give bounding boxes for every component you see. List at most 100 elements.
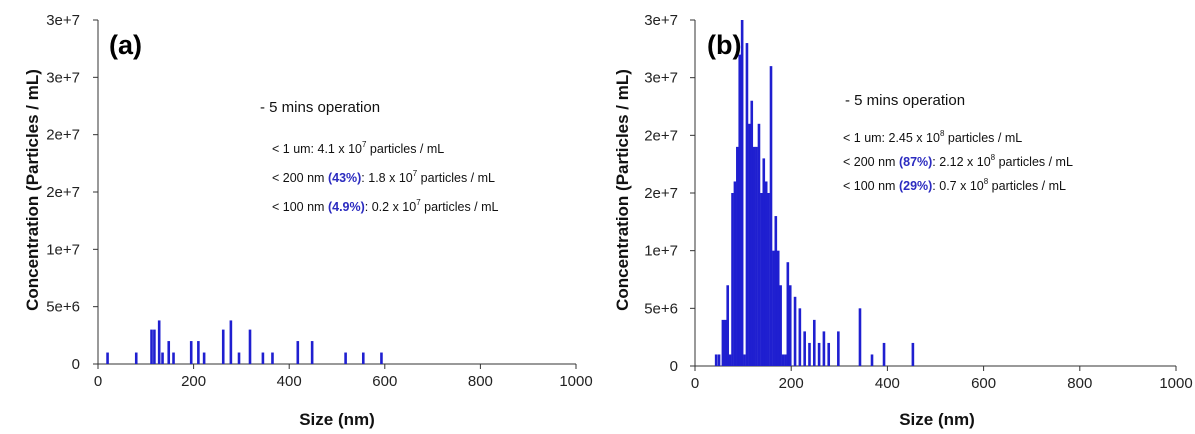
bar [784, 354, 787, 366]
bar [745, 43, 749, 366]
x-tick-label: 600 [971, 375, 996, 392]
x-tick-label: 400 [875, 375, 900, 392]
annotation-text: : 1.8 x 10 [361, 171, 412, 185]
y-tick-label: 3e+7 [644, 70, 678, 87]
bar [310, 341, 314, 364]
y-axis-title: Concentration (Particles / mL) [613, 69, 632, 311]
bar [721, 319, 725, 366]
y-tick-label: 2e+7 [46, 184, 80, 201]
annotation-text: < 200 nm [843, 155, 899, 169]
bar [822, 331, 826, 366]
y-axis-title: Concentration (Particles / mL) [23, 69, 42, 311]
annotation-line: < 1 um: 4.1 x 107 particles / mL [272, 140, 444, 156]
x-tick-label: 800 [1067, 375, 1092, 392]
bar [798, 308, 802, 366]
bar [733, 181, 737, 366]
bar [837, 331, 840, 366]
bar [779, 285, 782, 366]
bar [882, 342, 886, 366]
bar [197, 341, 200, 364]
bar [808, 342, 811, 366]
bar [361, 352, 365, 364]
y-tick-label: 3e+7 [46, 69, 80, 86]
bar [755, 146, 758, 366]
bar [296, 341, 300, 364]
bar [767, 193, 770, 366]
bar [757, 123, 761, 366]
panel-b: Concentration (Particles / mL) Size (nm)… [613, 12, 1193, 429]
bar [769, 66, 773, 366]
bar [134, 352, 138, 364]
annotation-exponent: 7 [413, 169, 418, 178]
bar [724, 319, 727, 366]
annotation-line: < 100 nm (29%): 0.7 x 108 particles / mL [843, 177, 1066, 193]
annotation-percent: (29%) [899, 179, 932, 193]
y-tick-label: 1e+7 [46, 241, 80, 258]
bar [189, 341, 193, 364]
bar [248, 329, 252, 364]
annotation-lines: < 1 um: 2.45 x 108 particles / mL < 200 n… [843, 129, 1073, 193]
bar [911, 342, 915, 366]
annotation-text: particles / mL [944, 131, 1022, 145]
annotation-text: < 200 nm [272, 171, 328, 185]
bar [803, 331, 806, 366]
bar [344, 352, 347, 364]
annotation-line: < 100 nm (4.9%): 0.2 x 107 particles / m… [272, 198, 499, 214]
y-tick-label: 0 [670, 358, 678, 375]
bar [237, 352, 241, 364]
annotation-text: < 1 um: 4.1 x 10 [272, 142, 362, 156]
bar [812, 319, 816, 366]
annotation-percent: (87%) [899, 155, 932, 169]
annotation-text: particles / mL [995, 155, 1073, 169]
x-tick-label: 1000 [559, 373, 592, 390]
bar [817, 342, 821, 366]
bar [752, 146, 756, 366]
annotation-percent: (4.9%) [328, 200, 365, 214]
y-tick-label: 0 [72, 356, 80, 373]
bar [827, 342, 831, 366]
y-tick-label: 2e+7 [644, 185, 678, 202]
annotation-exponent: 8 [991, 153, 996, 162]
bar [772, 250, 775, 366]
annotation-text: particles / mL [366, 142, 444, 156]
bar [221, 329, 225, 364]
bar [788, 285, 792, 366]
panel-label: (b) [707, 30, 741, 60]
bar [774, 216, 778, 366]
annotation-lines: < 1 um: 4.1 x 107 particles / mL< 200 nm… [272, 140, 499, 214]
annotation-percent: (43%) [328, 171, 361, 185]
bar [380, 352, 383, 364]
annotation-exponent: 7 [416, 198, 421, 207]
x-axis-title: Size (nm) [899, 410, 975, 429]
bar [738, 54, 742, 366]
y-tick-label: 2e+7 [46, 127, 80, 144]
annotation-text: : 2.12 x 10 [932, 155, 990, 169]
annotation-line: < 1 um: 2.45 x 108 particles / mL [843, 129, 1022, 145]
bar [731, 193, 734, 366]
annotation-text: : 0.7 x 10 [932, 179, 983, 193]
bar [743, 354, 746, 366]
annotation-text: < 100 nm [272, 200, 328, 214]
x-tick-label: 200 [779, 375, 804, 392]
bar [714, 354, 718, 366]
x-tick-label: 200 [181, 373, 206, 390]
bar [150, 329, 153, 364]
annotation-text: : 0.2 x 10 [365, 200, 416, 214]
y-tick-label: 3e+7 [644, 12, 678, 29]
annotation-line: < 200 nm (87%): 2.12 x 108 particles / m… [843, 153, 1073, 169]
annotation-text: particles / mL [988, 179, 1066, 193]
bar [870, 354, 874, 366]
annotation-line: < 200 nm (43%): 1.8 x 107 particles / mL [272, 169, 495, 185]
y-tick-label: 5e+6 [46, 299, 80, 316]
x-tick-label: 600 [372, 373, 397, 390]
bar [261, 352, 265, 364]
x-axis-title: Size (nm) [299, 410, 375, 429]
annotation-text: particles / mL [421, 200, 499, 214]
bar [202, 352, 206, 364]
panel-a: Concentration (Particles / mL) Size (nm)… [23, 12, 593, 429]
bar [157, 320, 161, 364]
x-tick-label: 0 [691, 375, 699, 392]
panel-label: (a) [109, 30, 142, 60]
x-tick-label: 1000 [1159, 375, 1192, 392]
